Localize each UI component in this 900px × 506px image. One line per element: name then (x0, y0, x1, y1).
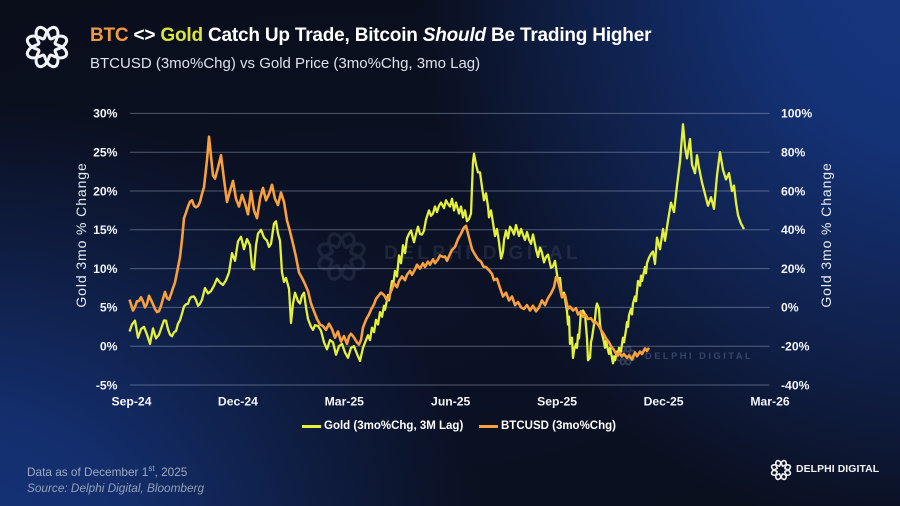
svg-text:25%: 25% (93, 146, 118, 160)
svg-text:20%: 20% (93, 184, 118, 198)
svg-text:Jun-25: Jun-25 (431, 395, 471, 409)
svg-text:-5%: -5% (96, 378, 118, 392)
svg-text:-20%: -20% (781, 340, 810, 354)
svg-text:-40%: -40% (781, 378, 810, 392)
svg-text:20%: 20% (781, 262, 806, 276)
svg-text:Mar-26: Mar-26 (750, 395, 790, 409)
svg-text:0%: 0% (781, 301, 799, 315)
svg-text:Gold 3mo % Change: Gold 3mo % Change (818, 162, 834, 307)
svg-text:10%: 10% (93, 262, 118, 276)
svg-text:0%: 0% (100, 340, 118, 354)
svg-text:Dec-25: Dec-25 (644, 395, 684, 409)
svg-text:15%: 15% (93, 223, 118, 237)
svg-text:60%: 60% (781, 184, 806, 198)
svg-text:Sep-25: Sep-25 (537, 395, 577, 409)
svg-text:30%: 30% (93, 107, 118, 121)
svg-text:40%: 40% (781, 223, 806, 237)
svg-text:Mar-25: Mar-25 (325, 395, 365, 409)
svg-text:100%: 100% (781, 107, 812, 121)
svg-text:5%: 5% (100, 301, 118, 315)
svg-text:Sep-24: Sep-24 (112, 395, 152, 409)
svg-text:Gold 3mo % Change: Gold 3mo % Change (73, 162, 89, 307)
svg-text:80%: 80% (781, 146, 806, 160)
svg-text:Dec-24: Dec-24 (218, 395, 258, 409)
